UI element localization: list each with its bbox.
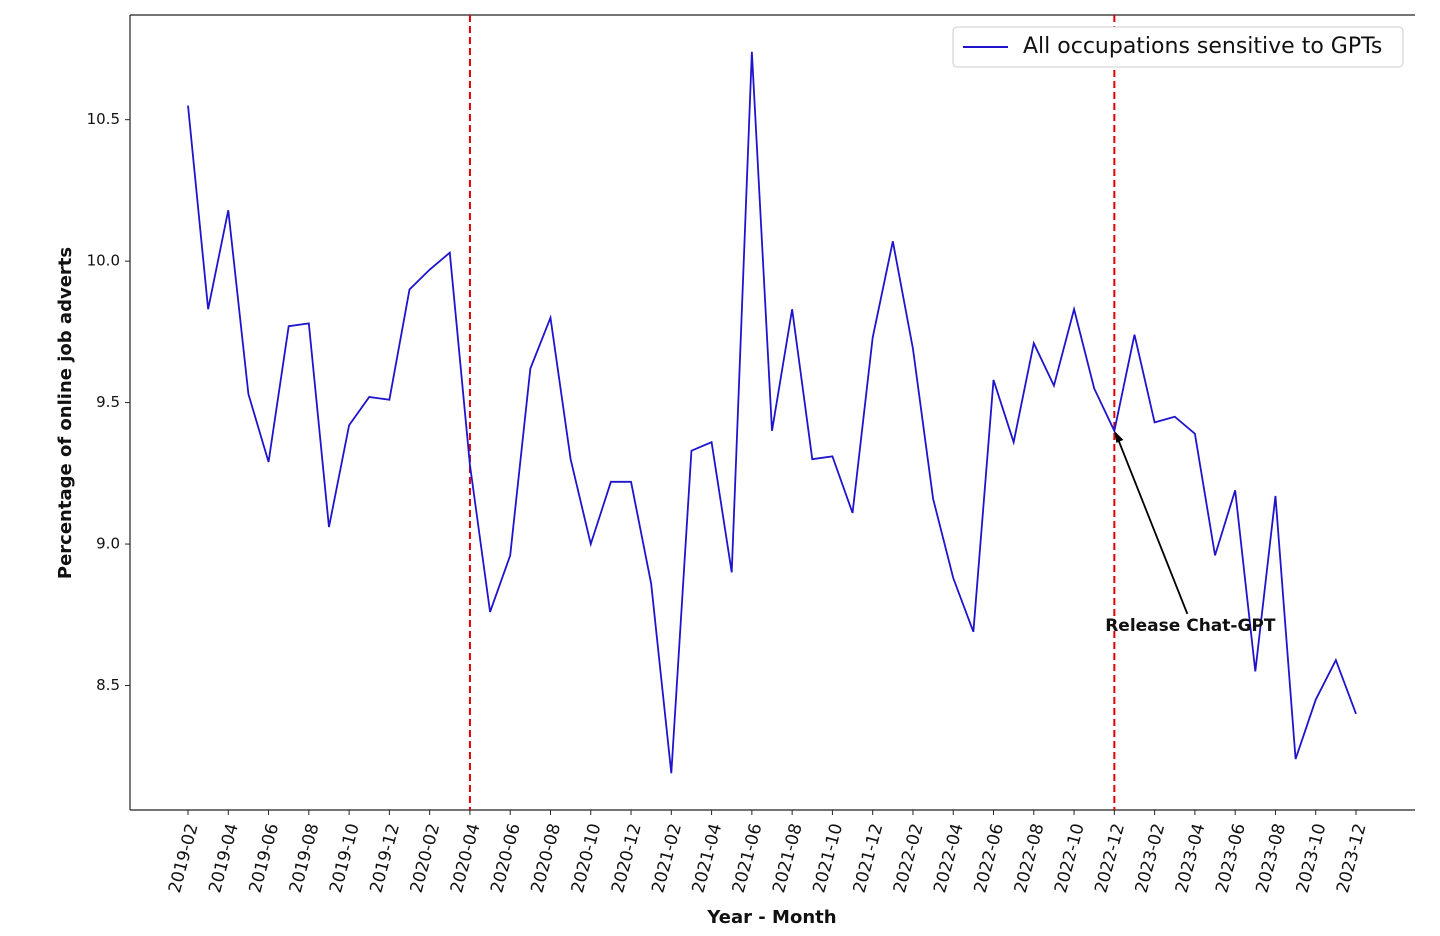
x-tick-label: 2022-08 bbox=[1011, 821, 1049, 895]
x-tick-label: 2021-10 bbox=[809, 821, 847, 895]
y-tick-label: 10.5 bbox=[87, 110, 120, 128]
x-tick-label: 2022-06 bbox=[970, 821, 1008, 895]
x-tick-label: 2020-12 bbox=[608, 821, 646, 895]
x-tick-label: 2020-06 bbox=[487, 821, 525, 895]
x-tick-label: 2023-08 bbox=[1252, 821, 1290, 895]
x-tick-label: 2020-10 bbox=[568, 821, 606, 895]
x-tick-label: 2020-02 bbox=[407, 821, 445, 895]
legend: All occupations sensitive to GPTs bbox=[952, 26, 1404, 68]
x-tick-label: 2019-04 bbox=[205, 821, 243, 895]
y-tick-label: 9.0 bbox=[96, 535, 120, 553]
x-tick-label: 2023-06 bbox=[1212, 821, 1250, 895]
x-axis-label: Year - Month bbox=[706, 907, 836, 928]
x-tick-label: 2021-02 bbox=[648, 821, 686, 895]
y-tick-label: 8.5 bbox=[96, 676, 120, 694]
x-tick-label: 2021-08 bbox=[769, 821, 807, 895]
x-tick-label: 2019-02 bbox=[165, 821, 203, 895]
y-axis-label: Percentage of online job adverts bbox=[55, 247, 76, 579]
x-tick-label: 2019-10 bbox=[326, 821, 364, 895]
annotation-text: Release Chat-GPT bbox=[1105, 616, 1276, 636]
x-tick-label: 2021-06 bbox=[729, 821, 767, 895]
x-tick-label: 2023-04 bbox=[1172, 821, 1210, 895]
x-tick-label: 2022-12 bbox=[1091, 821, 1129, 895]
legend-label: All occupations sensitive to GPTs bbox=[1023, 34, 1382, 59]
y-tick-label: 9.5 bbox=[96, 393, 120, 411]
data-line bbox=[187, 51, 1357, 774]
x-tick-label: 2020-04 bbox=[447, 821, 485, 895]
x-tick-label: 2022-04 bbox=[930, 821, 968, 895]
x-tick-label: 2020-08 bbox=[527, 821, 565, 895]
x-tick-label: 2019-06 bbox=[246, 821, 284, 895]
annotation-arrow bbox=[1115, 434, 1189, 615]
x-tick-label: 2023-02 bbox=[1132, 821, 1170, 895]
legend-box bbox=[952, 26, 1404, 68]
x-tick-label: 2023-10 bbox=[1293, 821, 1331, 895]
x-tick-label: 2022-10 bbox=[1051, 821, 1089, 895]
x-tick-label: 2019-08 bbox=[286, 821, 324, 895]
x-tick-label: 2021-12 bbox=[850, 821, 888, 895]
x-tick-label: 2022-02 bbox=[890, 821, 928, 895]
x-tick-label: 2019-12 bbox=[366, 821, 404, 895]
x-tick-label: 2021-04 bbox=[689, 821, 727, 895]
x-tick-label: 2023-12 bbox=[1333, 821, 1371, 895]
annotation-arrowhead bbox=[1114, 430, 1124, 443]
y-tick-label: 10.0 bbox=[87, 252, 120, 270]
